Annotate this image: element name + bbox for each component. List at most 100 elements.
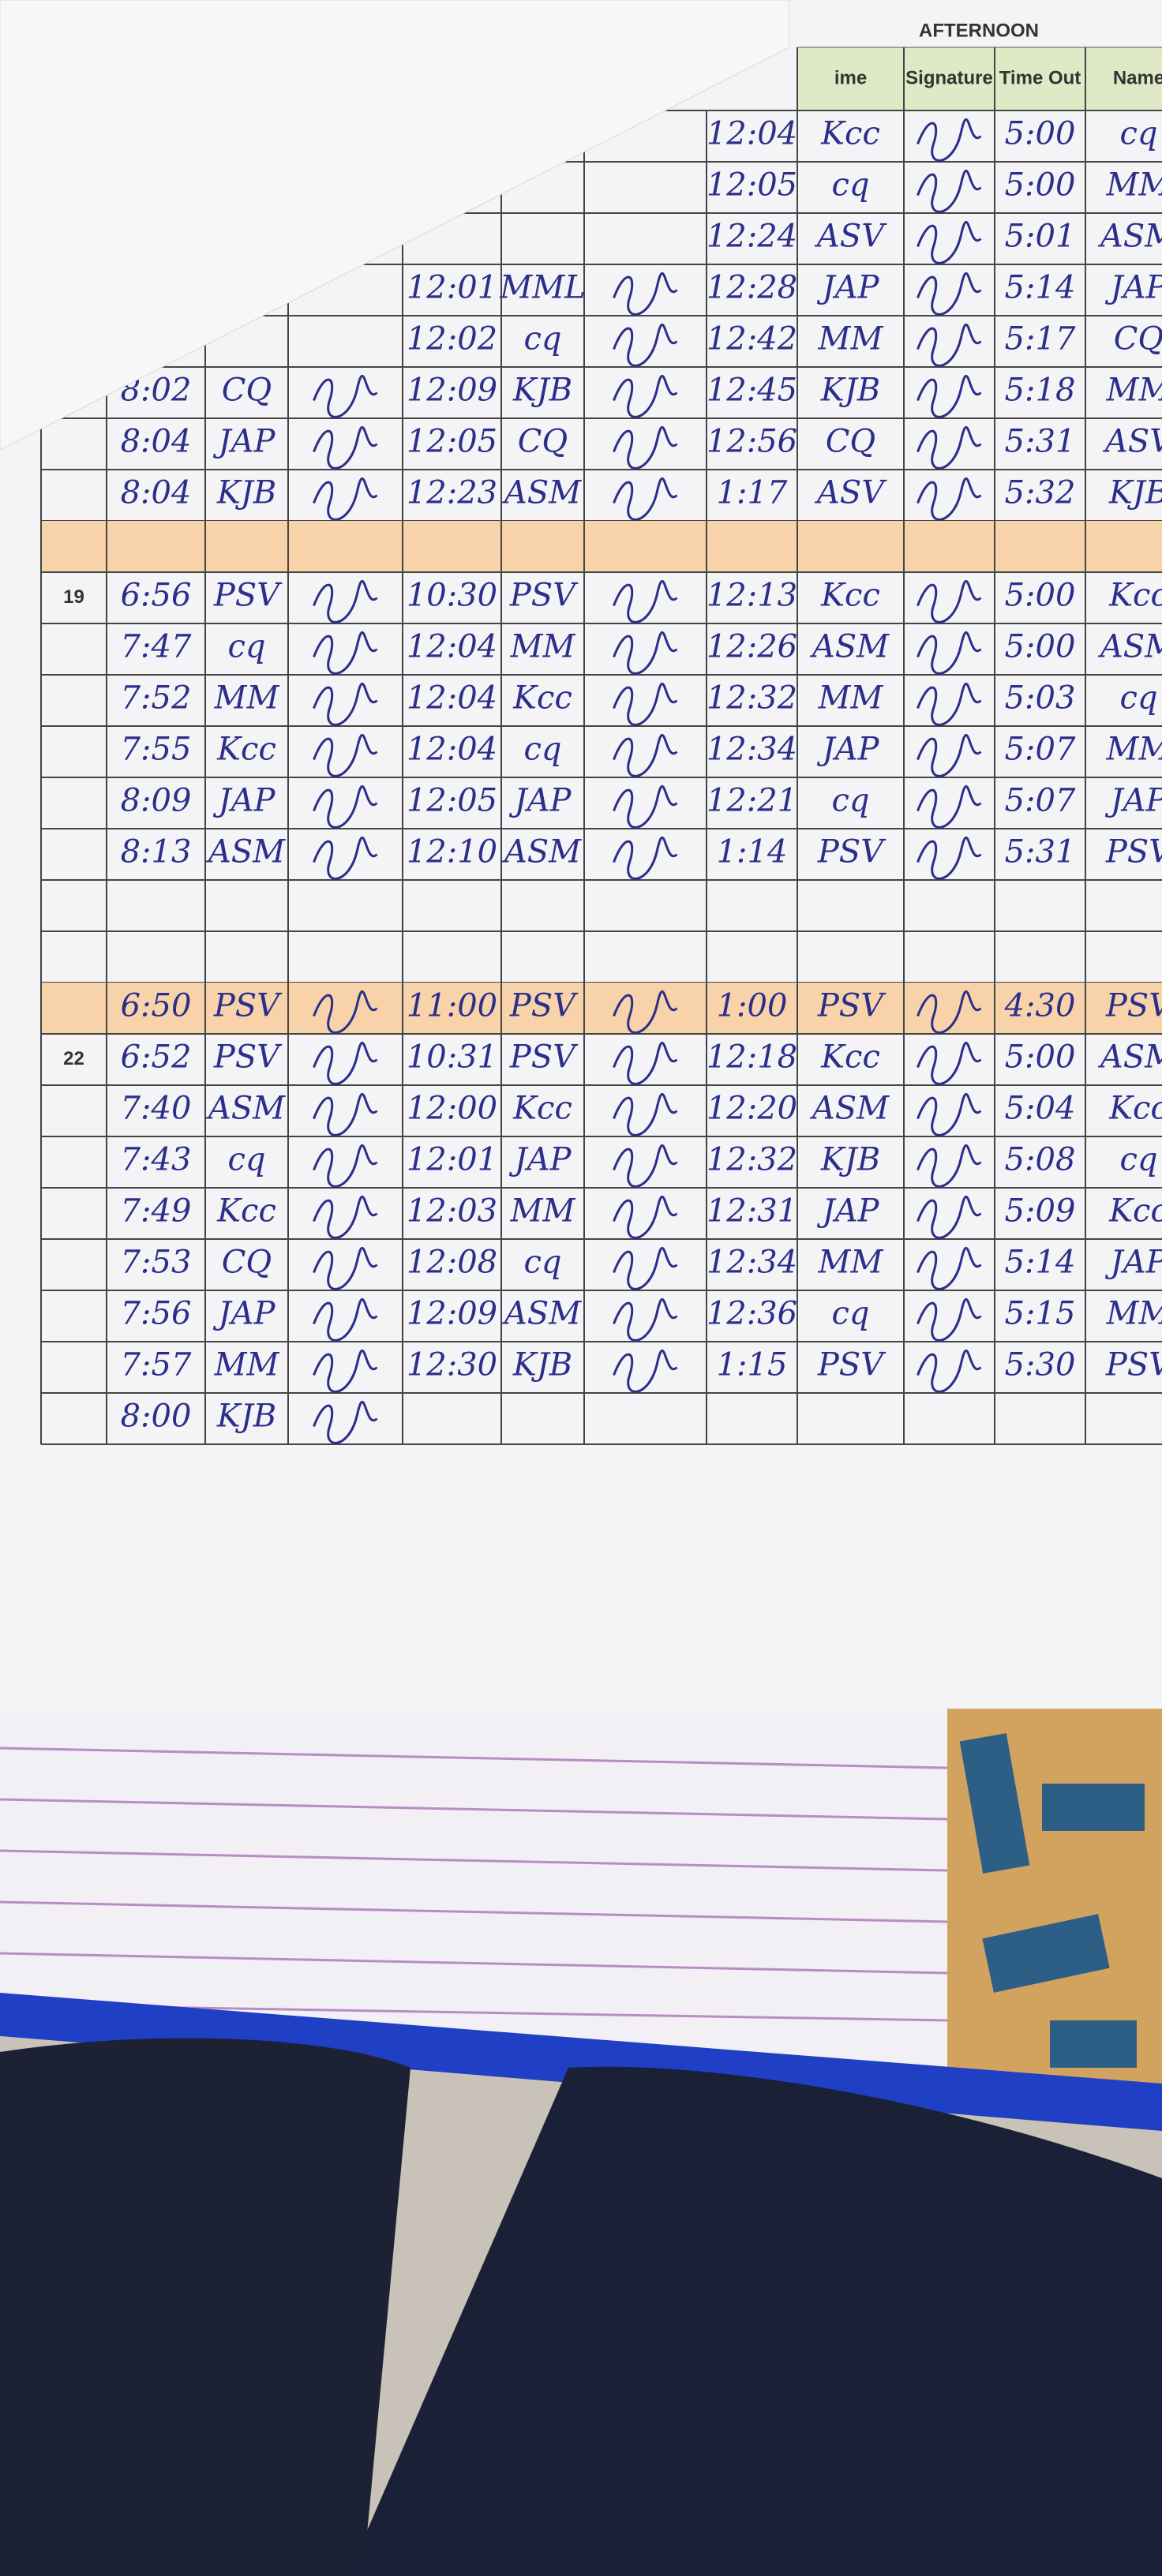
handwritten-entry: KJB bbox=[216, 1398, 276, 1435]
signature bbox=[916, 733, 982, 777]
handwritten-entry: cq bbox=[227, 629, 265, 665]
handwritten-entry: 5:04 bbox=[1005, 1091, 1076, 1127]
column-header: ime bbox=[834, 67, 867, 88]
handwritten-entry: Kcc bbox=[820, 1039, 880, 1076]
handwritten-entry: Kcc bbox=[1108, 578, 1162, 614]
handwritten-entry: 12:56 bbox=[707, 424, 797, 460]
signature bbox=[613, 323, 678, 367]
handwritten-entry: 12:32 bbox=[707, 1142, 797, 1178]
attendance-table: AFTERNOON ime Signature Time Out Name 12:04 Kc… bbox=[40, 20, 1162, 1445]
section-title: AFTERNOON bbox=[919, 20, 1039, 41]
handwritten-entry: JAP bbox=[213, 783, 276, 819]
column-header: Time Out bbox=[999, 67, 1081, 88]
handwritten-entry: PSV bbox=[509, 988, 579, 1024]
handwritten-entry: 5:14 bbox=[1005, 270, 1076, 306]
signature bbox=[916, 1297, 982, 1342]
handwritten-entry: 7:57 bbox=[121, 1347, 192, 1383]
signature bbox=[313, 733, 378, 777]
signature bbox=[313, 682, 378, 726]
handwritten-entry: CQ bbox=[826, 424, 875, 460]
handwritten-entry: 12:01 bbox=[407, 1142, 497, 1178]
signature bbox=[916, 1041, 982, 1085]
handwritten-entry: MM bbox=[1106, 167, 1162, 204]
handwritten-entry: 1:15 bbox=[717, 1347, 788, 1383]
handwritten-entry: 12:28 bbox=[707, 270, 797, 306]
handwritten-entry: 12:04 bbox=[407, 629, 497, 665]
handwritten-entry: cq bbox=[227, 1142, 265, 1178]
handwritten-entry: 7:52 bbox=[121, 680, 192, 717]
handwritten-entry: MM bbox=[1106, 373, 1162, 409]
signature bbox=[313, 1349, 378, 1393]
handwritten-entry: 8:09 bbox=[121, 783, 192, 819]
handwritten-entry: JAP bbox=[1105, 783, 1162, 819]
handwritten-entry: MM bbox=[214, 680, 280, 717]
signature bbox=[313, 425, 378, 470]
signature bbox=[313, 477, 378, 521]
handwritten-entry: 5:00 bbox=[1005, 578, 1076, 614]
handwritten-entry: KJB bbox=[512, 373, 572, 409]
handwritten-entry: JAP bbox=[817, 732, 880, 768]
handwritten-entry: 12:04 bbox=[407, 732, 497, 768]
signature bbox=[916, 631, 982, 675]
handwritten-entry: 5:32 bbox=[1005, 475, 1076, 511]
handwritten-entry: MM bbox=[818, 1245, 884, 1281]
signature bbox=[313, 1400, 378, 1444]
handwritten-entry: 6:50 bbox=[121, 988, 192, 1024]
signature bbox=[313, 1041, 378, 1085]
signature bbox=[613, 579, 678, 623]
handwritten-entry: 12:30 bbox=[407, 1347, 497, 1383]
notebook-lines bbox=[0, 1747, 948, 2022]
highlight-row bbox=[41, 521, 1162, 572]
signature bbox=[613, 1041, 678, 1085]
handwritten-entry: PSV bbox=[509, 578, 579, 614]
handwritten-entry: ASV bbox=[814, 219, 887, 255]
handwritten-entry: cq bbox=[831, 167, 869, 204]
handwritten-entry: 5:07 bbox=[1005, 783, 1076, 819]
handwritten-entry: 6:52 bbox=[121, 1039, 192, 1076]
handwritten-entry: MM bbox=[510, 629, 576, 665]
signature bbox=[613, 784, 678, 829]
handwritten-entry: 5:09 bbox=[1005, 1193, 1076, 1230]
handwritten-entry: 12:01 bbox=[407, 270, 497, 306]
signature bbox=[313, 1092, 378, 1136]
handwritten-entry: 8:13 bbox=[121, 834, 192, 871]
handwritten-entry: 12:36 bbox=[707, 1296, 797, 1332]
handwritten-entry: PSV bbox=[213, 1039, 283, 1076]
handwritten-entry: 12:31 bbox=[707, 1193, 797, 1230]
handwritten-entry: ASM bbox=[205, 1091, 286, 1127]
signature bbox=[916, 220, 982, 264]
signature bbox=[313, 579, 378, 623]
day-label: 22 bbox=[63, 1048, 84, 1069]
handwritten-entry: 10:31 bbox=[407, 1039, 497, 1076]
handwritten-entry: Kcc bbox=[820, 116, 880, 152]
handwritten-entry: MM bbox=[818, 680, 884, 717]
handwritten-entry: 12:04 bbox=[707, 116, 797, 152]
handwritten-entry: KJB bbox=[1108, 475, 1162, 511]
signature bbox=[916, 1349, 982, 1393]
handwritten-entry: 12:05 bbox=[407, 424, 497, 460]
handwritten-entry: cq bbox=[1119, 1142, 1157, 1178]
handwritten-entry: Kcc bbox=[1108, 1193, 1162, 1230]
handwritten-entry: 12:09 bbox=[407, 373, 497, 409]
handwritten-entry: cq bbox=[523, 1245, 561, 1281]
handwritten-entry: 10:30 bbox=[407, 578, 497, 614]
handwritten-entry: 12:21 bbox=[707, 783, 797, 819]
handwritten-entry: 12:23 bbox=[407, 475, 497, 511]
signature bbox=[916, 1246, 982, 1290]
handwritten-entry: 12:05 bbox=[707, 167, 797, 204]
handwritten-entry: 12:10 bbox=[407, 834, 497, 871]
handwritten-entry: JAP bbox=[817, 1193, 880, 1230]
cardboard-print bbox=[959, 1733, 1145, 2068]
handwritten-entry: Kcc bbox=[512, 1091, 572, 1127]
signature bbox=[313, 631, 378, 675]
signature bbox=[613, 425, 678, 470]
signature bbox=[916, 118, 982, 162]
handwritten-entry: cq bbox=[523, 321, 561, 358]
handwritten-entry: 6:56 bbox=[121, 578, 192, 614]
handwritten-entry: 12:42 bbox=[707, 321, 797, 358]
handwritten-entry: 5:08 bbox=[1005, 1142, 1076, 1178]
handwritten-entry: cq bbox=[831, 1296, 869, 1332]
right-leg bbox=[347, 2066, 1162, 2576]
signature bbox=[313, 990, 378, 1034]
handwritten-entry: 7:53 bbox=[121, 1245, 192, 1281]
